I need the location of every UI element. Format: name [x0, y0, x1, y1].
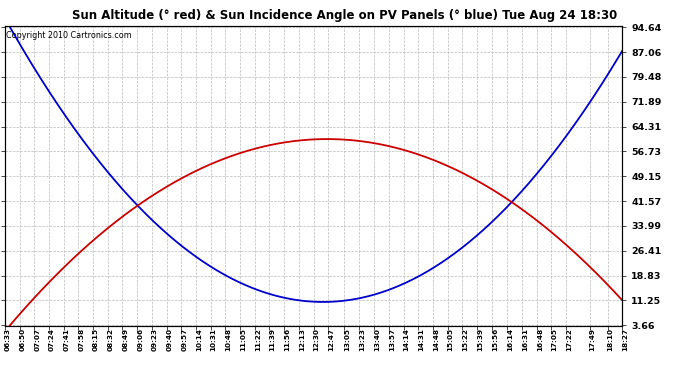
Text: 13:05: 13:05	[344, 328, 350, 351]
Text: 18:27: 18:27	[622, 328, 629, 351]
Text: 12:13: 12:13	[299, 328, 305, 351]
Text: 07:07: 07:07	[34, 328, 40, 351]
Text: 11:05: 11:05	[240, 328, 246, 351]
Text: Sun Altitude (° red) & Sun Incidence Angle on PV Panels (° blue) Tue Aug 24 18:3: Sun Altitude (° red) & Sun Incidence Ang…	[72, 9, 618, 22]
Text: 06:50: 06:50	[19, 328, 26, 351]
Text: 16:14: 16:14	[507, 328, 513, 351]
Text: 15:39: 15:39	[477, 328, 483, 351]
Text: 09:57: 09:57	[181, 328, 187, 351]
Text: 08:49: 08:49	[122, 328, 128, 351]
Text: 15:05: 15:05	[448, 328, 453, 351]
Text: 09:06: 09:06	[137, 328, 143, 351]
Text: 10:48: 10:48	[226, 328, 231, 351]
Text: 13:23: 13:23	[359, 328, 366, 351]
Text: 13:57: 13:57	[389, 328, 395, 351]
Text: 17:22: 17:22	[566, 328, 572, 351]
Text: 14:14: 14:14	[404, 328, 410, 351]
Text: 12:30: 12:30	[313, 328, 319, 351]
Text: 09:40: 09:40	[166, 328, 172, 351]
Text: 10:14: 10:14	[196, 328, 202, 351]
Text: 07:24: 07:24	[49, 328, 55, 351]
Text: Copyright 2010 Cartronics.com: Copyright 2010 Cartronics.com	[6, 31, 132, 40]
Text: 17:05: 17:05	[551, 328, 558, 351]
Text: 08:32: 08:32	[108, 328, 114, 351]
Text: 07:41: 07:41	[63, 328, 70, 351]
Text: 16:48: 16:48	[537, 328, 543, 351]
Text: 17:49: 17:49	[589, 328, 595, 351]
Text: 10:31: 10:31	[210, 328, 217, 351]
Text: 08:15: 08:15	[93, 328, 99, 351]
Text: 06:33: 06:33	[5, 328, 11, 351]
Text: 18:10: 18:10	[608, 328, 613, 351]
Text: 11:56: 11:56	[284, 328, 290, 351]
Text: 11:22: 11:22	[255, 328, 261, 351]
Text: 07:58: 07:58	[79, 328, 84, 351]
Text: 16:31: 16:31	[522, 328, 528, 351]
Text: 15:56: 15:56	[492, 328, 497, 351]
Text: 11:39: 11:39	[270, 328, 275, 351]
Text: 14:48: 14:48	[433, 328, 439, 351]
Text: 15:22: 15:22	[462, 328, 469, 351]
Text: 14:31: 14:31	[418, 328, 424, 351]
Text: 12:47: 12:47	[328, 328, 335, 351]
Text: 13:40: 13:40	[374, 328, 380, 351]
Text: 09:23: 09:23	[152, 328, 158, 351]
